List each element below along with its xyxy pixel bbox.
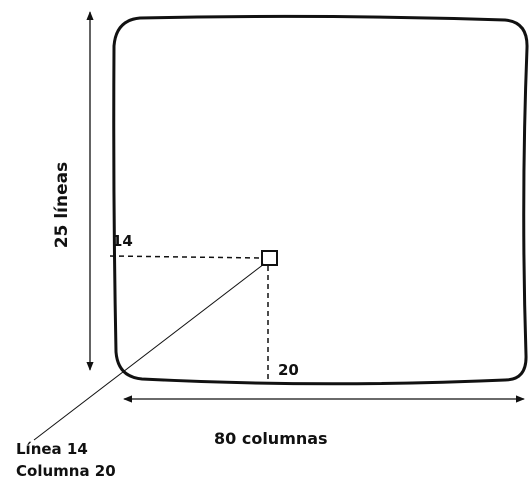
- cell-line-caption: Línea 14: [16, 440, 88, 458]
- rows-axis-label: 25 líneas: [52, 161, 72, 249]
- columns-axis-label: 80 columnas: [214, 429, 328, 448]
- column-index-label: 20: [278, 361, 299, 379]
- cell-column-caption: Columna 20: [16, 462, 116, 480]
- cell-leader-line: [33, 263, 265, 441]
- marked-cell: [261, 250, 278, 266]
- screen-outline: [112, 14, 529, 386]
- row-guide-line: [109, 255, 262, 259]
- row-index-label: 14: [112, 232, 133, 250]
